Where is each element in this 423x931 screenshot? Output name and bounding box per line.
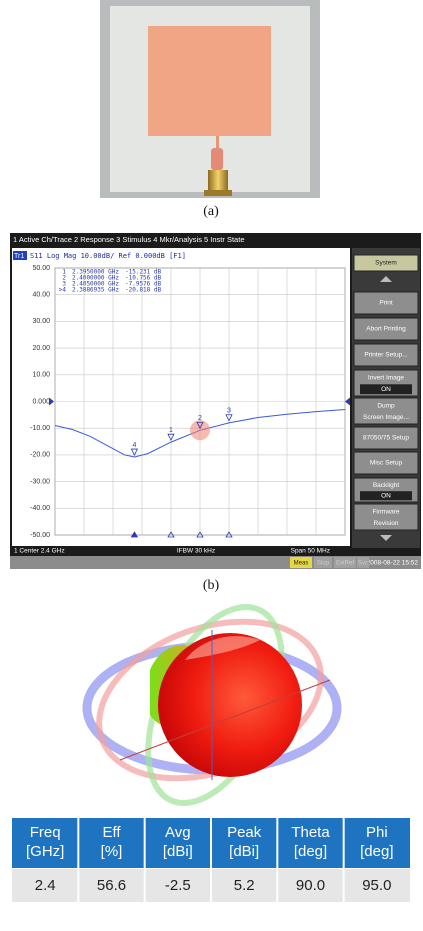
table-header: [deg] bbox=[360, 843, 393, 860]
y-tick-label: 10.00 bbox=[32, 372, 50, 379]
softkey-label: Firmware bbox=[372, 509, 399, 516]
marker-list-value: -20.818 dB bbox=[125, 287, 162, 294]
y-tick-label: 50.00 bbox=[32, 265, 50, 272]
y-tick-label: 40.00 bbox=[32, 292, 50, 299]
table-cell: -2.5 bbox=[165, 877, 191, 894]
y-tick-label: 30.00 bbox=[32, 318, 50, 325]
softkey-label: Print bbox=[379, 300, 393, 307]
center-freq: 1 Center 2.4 GHz bbox=[14, 548, 65, 555]
status-text: Stop bbox=[317, 561, 330, 567]
y-tick-label: 20.00 bbox=[32, 345, 50, 352]
table-header: [GHz] bbox=[26, 843, 64, 860]
softkey-label: System bbox=[375, 260, 397, 267]
radiation-pattern bbox=[77, 587, 342, 824]
y-tick-label: -50.00 bbox=[30, 532, 50, 539]
y-tick-label: -20.00 bbox=[30, 452, 50, 459]
marker-list-id: >4 bbox=[59, 287, 67, 294]
antenna-photo bbox=[100, 0, 320, 198]
softkey-label: Backlight bbox=[373, 482, 400, 489]
trace-info: S11 Log Mag 10.00dB/ Ref 0.000dB [F1] bbox=[30, 252, 186, 260]
ifbw: IFBW 30 kHz bbox=[177, 548, 215, 555]
table-cell: 2.4 bbox=[35, 877, 56, 894]
softkey-label: Misc Setup bbox=[370, 460, 403, 467]
status-text: ExtRef bbox=[336, 561, 354, 567]
datetime: 2008-08-22 15:52 bbox=[367, 560, 419, 567]
y-tick-label: -40.00 bbox=[30, 505, 50, 512]
y-tick-label: -10.00 bbox=[30, 425, 50, 432]
softkey-label: Revision bbox=[374, 520, 399, 527]
caption: (b) bbox=[203, 578, 220, 593]
table-header: Eff bbox=[102, 824, 121, 841]
softkey-label: Abort Printing bbox=[366, 326, 406, 333]
table-header: [dBi] bbox=[163, 843, 193, 860]
table-header: Phi bbox=[366, 824, 388, 841]
marker-id: 4 bbox=[132, 442, 136, 449]
caption: (a) bbox=[203, 204, 219, 219]
highlight bbox=[190, 420, 210, 440]
trace-label: Tr1 bbox=[14, 253, 24, 260]
span: Span 50 MHz bbox=[291, 548, 330, 555]
page: (a) 1 Active Ch/Trace 2 Response 3 Stimu… bbox=[0, 0, 423, 931]
softkey-label: Printer Setup... bbox=[364, 352, 408, 359]
softkey-label: ON bbox=[381, 386, 391, 393]
table-cell: 5.2 bbox=[234, 877, 255, 894]
table-header: [deg] bbox=[294, 843, 327, 860]
menu-bar: 1 Active Ch/Trace 2 Response 3 Stimulus … bbox=[13, 235, 245, 244]
y-tick-label: -30.00 bbox=[30, 478, 50, 485]
table-header: Avg bbox=[165, 824, 191, 841]
status-text: Svc bbox=[358, 561, 368, 567]
table-header: Freq bbox=[30, 824, 61, 841]
marker-id: 1 bbox=[169, 427, 173, 434]
table-header: Peak bbox=[227, 824, 262, 841]
marker-id: 3 bbox=[227, 408, 231, 415]
marker-id: 2 bbox=[198, 415, 202, 422]
table-cell: 95.0 bbox=[362, 877, 391, 894]
table-header: [%] bbox=[101, 843, 123, 860]
softkey-label: Screen Image... bbox=[363, 414, 409, 421]
table-cell: 90.0 bbox=[296, 877, 325, 894]
y-tick-label: 0.000 bbox=[32, 398, 50, 405]
softkey-label: 87050/75 Setup bbox=[363, 435, 409, 442]
table-header: Theta bbox=[291, 824, 330, 841]
table-header: [dBi] bbox=[229, 843, 259, 860]
table-cell: 56.6 bbox=[97, 877, 126, 894]
status-text: Meas bbox=[294, 561, 309, 567]
softkey-label: ON bbox=[381, 493, 391, 500]
marker-list-freq: 2.3886935 GHz bbox=[72, 287, 119, 294]
softkey-label: Dump bbox=[377, 403, 395, 410]
softkey-label: Invert Image bbox=[368, 375, 405, 382]
